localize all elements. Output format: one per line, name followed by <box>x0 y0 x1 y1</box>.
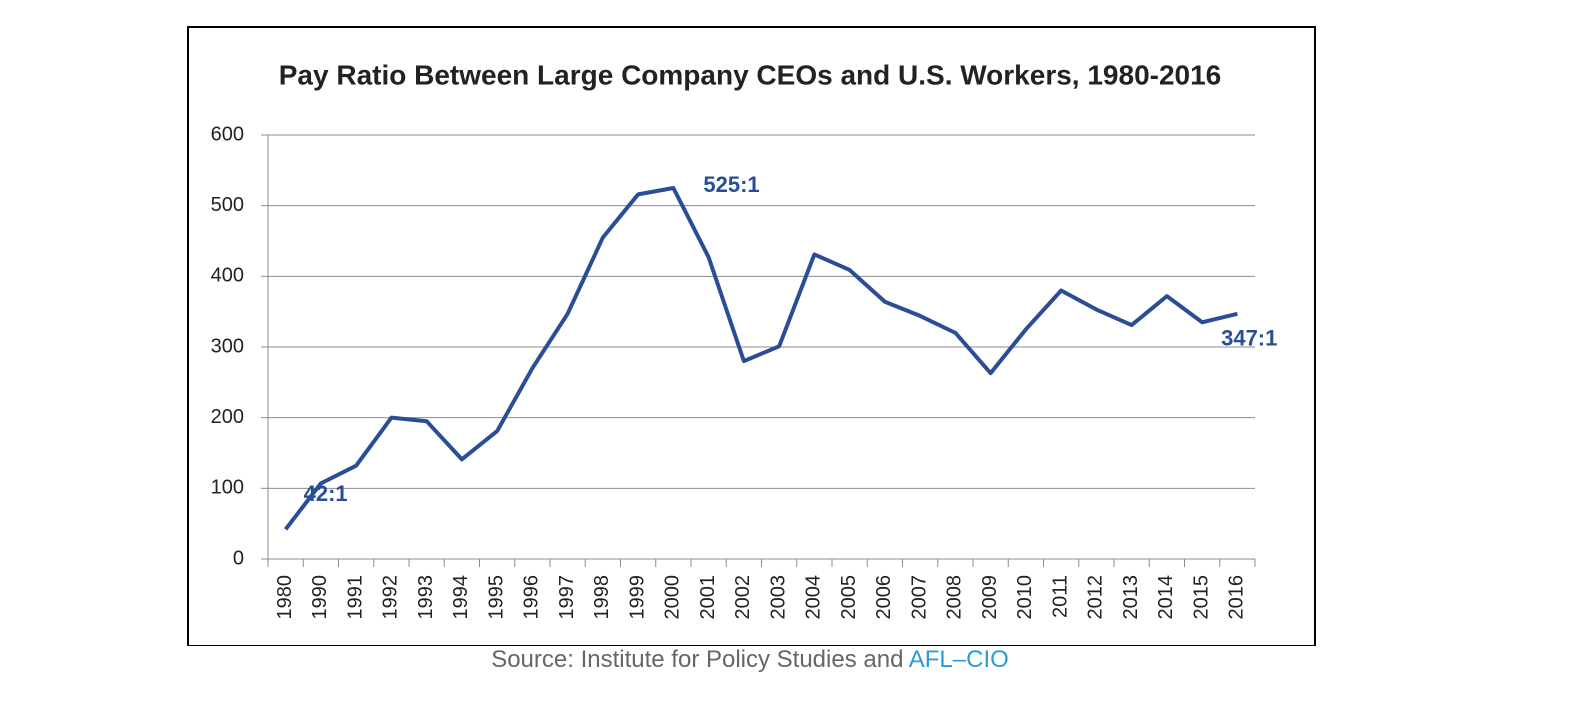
chart-frame <box>187 26 1316 646</box>
value-label: 525:1 <box>703 172 759 197</box>
x-tick-label: 2014 <box>1155 575 1177 620</box>
y-tick-label: 200 <box>211 406 244 428</box>
x-tick-label: 2001 <box>697 575 719 620</box>
x-tick-label: 2000 <box>662 575 684 620</box>
x-tick-label: 1992 <box>380 575 402 620</box>
x-tick-label: 2011 <box>1049 575 1071 618</box>
x-tick-label: 1990 <box>309 575 331 620</box>
x-tick-label: 2012 <box>1085 575 1107 620</box>
value-label: 42:1 <box>304 481 348 506</box>
x-tick-label: 2007 <box>908 575 930 620</box>
x-tick-label: 1997 <box>556 575 578 620</box>
chart: Pay Ratio Between Large Company CEOs and… <box>187 26 1316 646</box>
value-label: 347:1 <box>1221 326 1277 351</box>
x-tick-label: 2016 <box>1226 575 1248 620</box>
x-tick-label: 1995 <box>485 575 507 620</box>
x-tick-label: 1980 <box>274 575 296 620</box>
source-link[interactable]: AFL–CIO <box>908 646 1009 673</box>
x-tick-label: 2005 <box>838 575 860 620</box>
source-note: Source: Institute for Policy Studies and… <box>0 646 1500 674</box>
y-tick-label: 600 <box>211 123 244 145</box>
x-tick-label: 1998 <box>591 575 613 620</box>
y-tick-label: 500 <box>211 194 244 216</box>
x-tick-label: 2010 <box>1014 575 1036 620</box>
y-tick-label: 400 <box>211 265 244 287</box>
x-tick-label: 2006 <box>873 575 895 620</box>
x-tick-label: 2013 <box>1120 575 1142 620</box>
x-tick-label: 2002 <box>732 575 754 620</box>
source-text: Source: Institute for Policy Studies and <box>491 646 904 673</box>
x-tick-label: 2004 <box>803 575 825 620</box>
y-tick-label: 300 <box>211 335 244 357</box>
x-tick-label: 2003 <box>767 575 789 620</box>
x-tick-label: 2008 <box>944 575 966 620</box>
x-tick-label: 1994 <box>450 575 472 620</box>
x-tick-label: 1996 <box>521 575 543 620</box>
x-tick-label: 2009 <box>979 575 1001 620</box>
y-tick-label: 0 <box>233 547 244 569</box>
data-line <box>284 186 1238 531</box>
x-tick-label: 1991 <box>344 575 366 620</box>
chart-title: Pay Ratio Between Large Company CEOs and… <box>279 59 1222 90</box>
y-tick-label: 100 <box>211 477 244 499</box>
x-tick-label: 2015 <box>1190 575 1212 620</box>
x-tick-label: 1993 <box>415 575 437 620</box>
x-tick-label: 1999 <box>626 575 648 620</box>
